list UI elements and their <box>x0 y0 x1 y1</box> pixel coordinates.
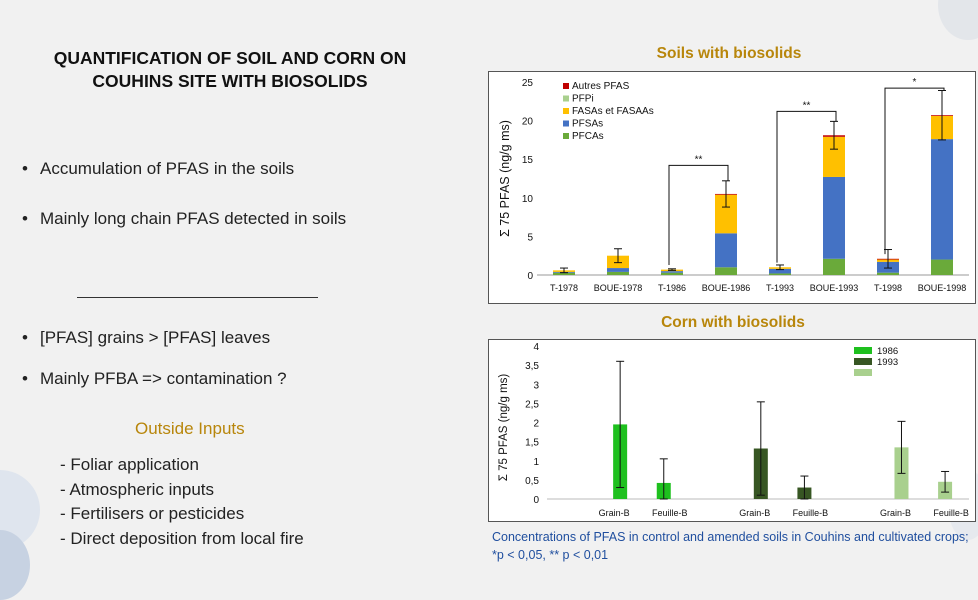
bar-segment <box>823 176 845 259</box>
corn-chart: 0 0,5 1 1,5 2 2,5 3 3,5 4 Σ 75 PFAS (ng/g ms) Grai… <box>498 342 969 518</box>
bullet-dot: • <box>22 209 28 228</box>
legend-label: 1993 <box>877 357 898 368</box>
y-tick-label: 1 <box>533 457 539 468</box>
y-axis-label: Σ 75 PFAS (ng/g ms) <box>498 374 510 482</box>
significance-label: * <box>913 77 917 88</box>
y-tick-label: 0 <box>533 495 539 506</box>
bullet-text: [PFAS] grains > [PFAS] leaves <box>40 328 271 347</box>
x-tick-label: Feuille-B <box>933 508 969 518</box>
y-tick-label: 25 <box>522 78 534 89</box>
bullet-dot: • <box>22 369 28 388</box>
bar-segment <box>607 268 629 272</box>
bullet-text: Mainly long chain PFAS detected in soils <box>40 209 347 228</box>
legend-swatch <box>563 120 569 127</box>
soil-chart: 0 5 10 15 20 25 Σ 75 PFAS (ng/g ms) T-1978 BOUE-… <box>498 77 969 293</box>
title-line: QUANTIFICATION OF SOIL AND CORN ON <box>53 48 407 68</box>
x-tick-label: T-1986 <box>658 283 686 293</box>
bar-segment <box>715 233 737 268</box>
bullet-dot: • <box>22 328 28 347</box>
legend-label: 1986 <box>877 346 898 357</box>
y-tick-label: 20 <box>522 117 534 128</box>
x-tick-label: T-1998 <box>874 283 902 293</box>
corn-chart-frame: 0 0,5 1 1,5 2 2,5 3 3,5 4 Σ 75 PFAS (ng/g ms) Grai… <box>488 339 976 522</box>
outside-input-item: - Foliar application <box>60 455 199 474</box>
outside-input-item: - Direct deposition from local fire <box>60 529 304 548</box>
y-axis-label: Σ 75 PFAS (ng/g ms) <box>498 120 512 237</box>
x-tick-label: BOUE-1993 <box>810 283 859 293</box>
x-tick-label: Grain-B <box>880 508 911 518</box>
x-tick-label: T-1978 <box>550 283 578 293</box>
significance-bracket <box>776 110 837 263</box>
bar-segment <box>553 272 575 275</box>
y-tick-label: 0,5 <box>525 476 539 487</box>
bar-segment <box>715 267 737 275</box>
outside-inputs-title: Outside Inputs <box>135 419 245 438</box>
outside-input-item: - Atmospheric inputs <box>60 480 215 499</box>
legend-label: PFPi <box>572 94 594 105</box>
legend-label: Autres PFAS <box>572 81 630 92</box>
x-tick-label: BOUE-1998 <box>918 283 967 293</box>
bullet-item: • Mainly PFBA => contamination ? <box>22 369 287 389</box>
bullet-item: • [PFAS] grains > [PFAS] leaves <box>22 328 270 348</box>
bullet-text: Mainly PFBA => contamination ? <box>40 369 287 388</box>
y-tick-label: 5 <box>527 232 533 243</box>
bar-segment <box>931 139 953 260</box>
bar-segment <box>823 258 845 275</box>
x-tick-label: BOUE-1978 <box>594 283 643 293</box>
significance-bracket <box>884 87 945 255</box>
soil-chart-title: Soils with biosolids <box>656 45 802 62</box>
legend-swatch <box>854 347 872 354</box>
x-tick-label: Grain-B <box>599 508 630 518</box>
y-tick-label: 2,5 <box>525 399 539 410</box>
divider <box>77 297 318 298</box>
legend-label: FASAs et FASAAs <box>572 106 654 117</box>
y-tick-label: 2 <box>533 419 539 430</box>
bar-segment <box>931 259 953 275</box>
y-tick-label: 0 <box>527 271 533 282</box>
soil-chart-frame: 0 5 10 15 20 25 Σ 75 PFAS (ng/g ms) T-1978 BOUE-… <box>488 71 976 304</box>
x-tick-label: Feuille-B <box>652 508 688 518</box>
legend-label: PFCAs <box>572 131 604 142</box>
x-tick-label: Grain-B <box>739 508 770 518</box>
bar-segment <box>877 272 899 275</box>
y-tick-label: 3 <box>533 380 539 391</box>
bullet-item: • Mainly long chain PFAS detected in soil… <box>22 209 346 229</box>
y-tick-label: 3,5 <box>525 361 539 372</box>
y-tick-label: 15 <box>522 155 534 166</box>
legend-swatch <box>563 83 569 89</box>
bar-segment <box>823 136 845 177</box>
bullet-item: • Accumulation of PFAS in the soils <box>22 159 294 179</box>
corn-chart-title: Corn with biosolids <box>661 314 805 331</box>
x-tick-label: T-1993 <box>766 283 794 293</box>
bar-segment <box>661 271 683 273</box>
figure-caption: Concentrations of PFAS in control and am… <box>492 530 969 562</box>
bar-segment <box>607 271 629 275</box>
y-tick-label: 1,5 <box>525 438 539 449</box>
bullet-text: Accumulation of PFAS in the soils <box>40 159 295 178</box>
bullet-dot: • <box>22 159 28 178</box>
legend-swatch <box>563 95 569 102</box>
significance-label: ** <box>803 100 811 111</box>
legend-swatch <box>563 108 569 114</box>
x-tick-label: Feuille-B <box>793 508 829 518</box>
bar-segment <box>661 272 683 275</box>
slide-title: QUANTIFICATION OF SOIL AND CORN ON COUHI… <box>20 47 440 93</box>
significance-bracket <box>668 164 729 265</box>
legend-swatch <box>854 358 872 365</box>
decor-circle <box>938 0 978 40</box>
y-tick-label: 10 <box>522 194 534 205</box>
significance-label: ** <box>695 154 703 165</box>
title-line: COUHINS SITE WITH BIOSOLIDS <box>92 71 368 91</box>
legend-swatch <box>563 133 569 139</box>
y-tick-label: 4 <box>533 342 539 353</box>
outside-input-item: - Fertilisers or pesticides <box>60 504 245 523</box>
bar-segment <box>769 268 791 274</box>
legend-label: PFSAs <box>572 119 603 130</box>
bar-segment <box>769 273 791 275</box>
x-tick-label: BOUE-1986 <box>702 283 751 293</box>
bar-segment <box>715 194 737 234</box>
legend-swatch <box>854 369 872 376</box>
